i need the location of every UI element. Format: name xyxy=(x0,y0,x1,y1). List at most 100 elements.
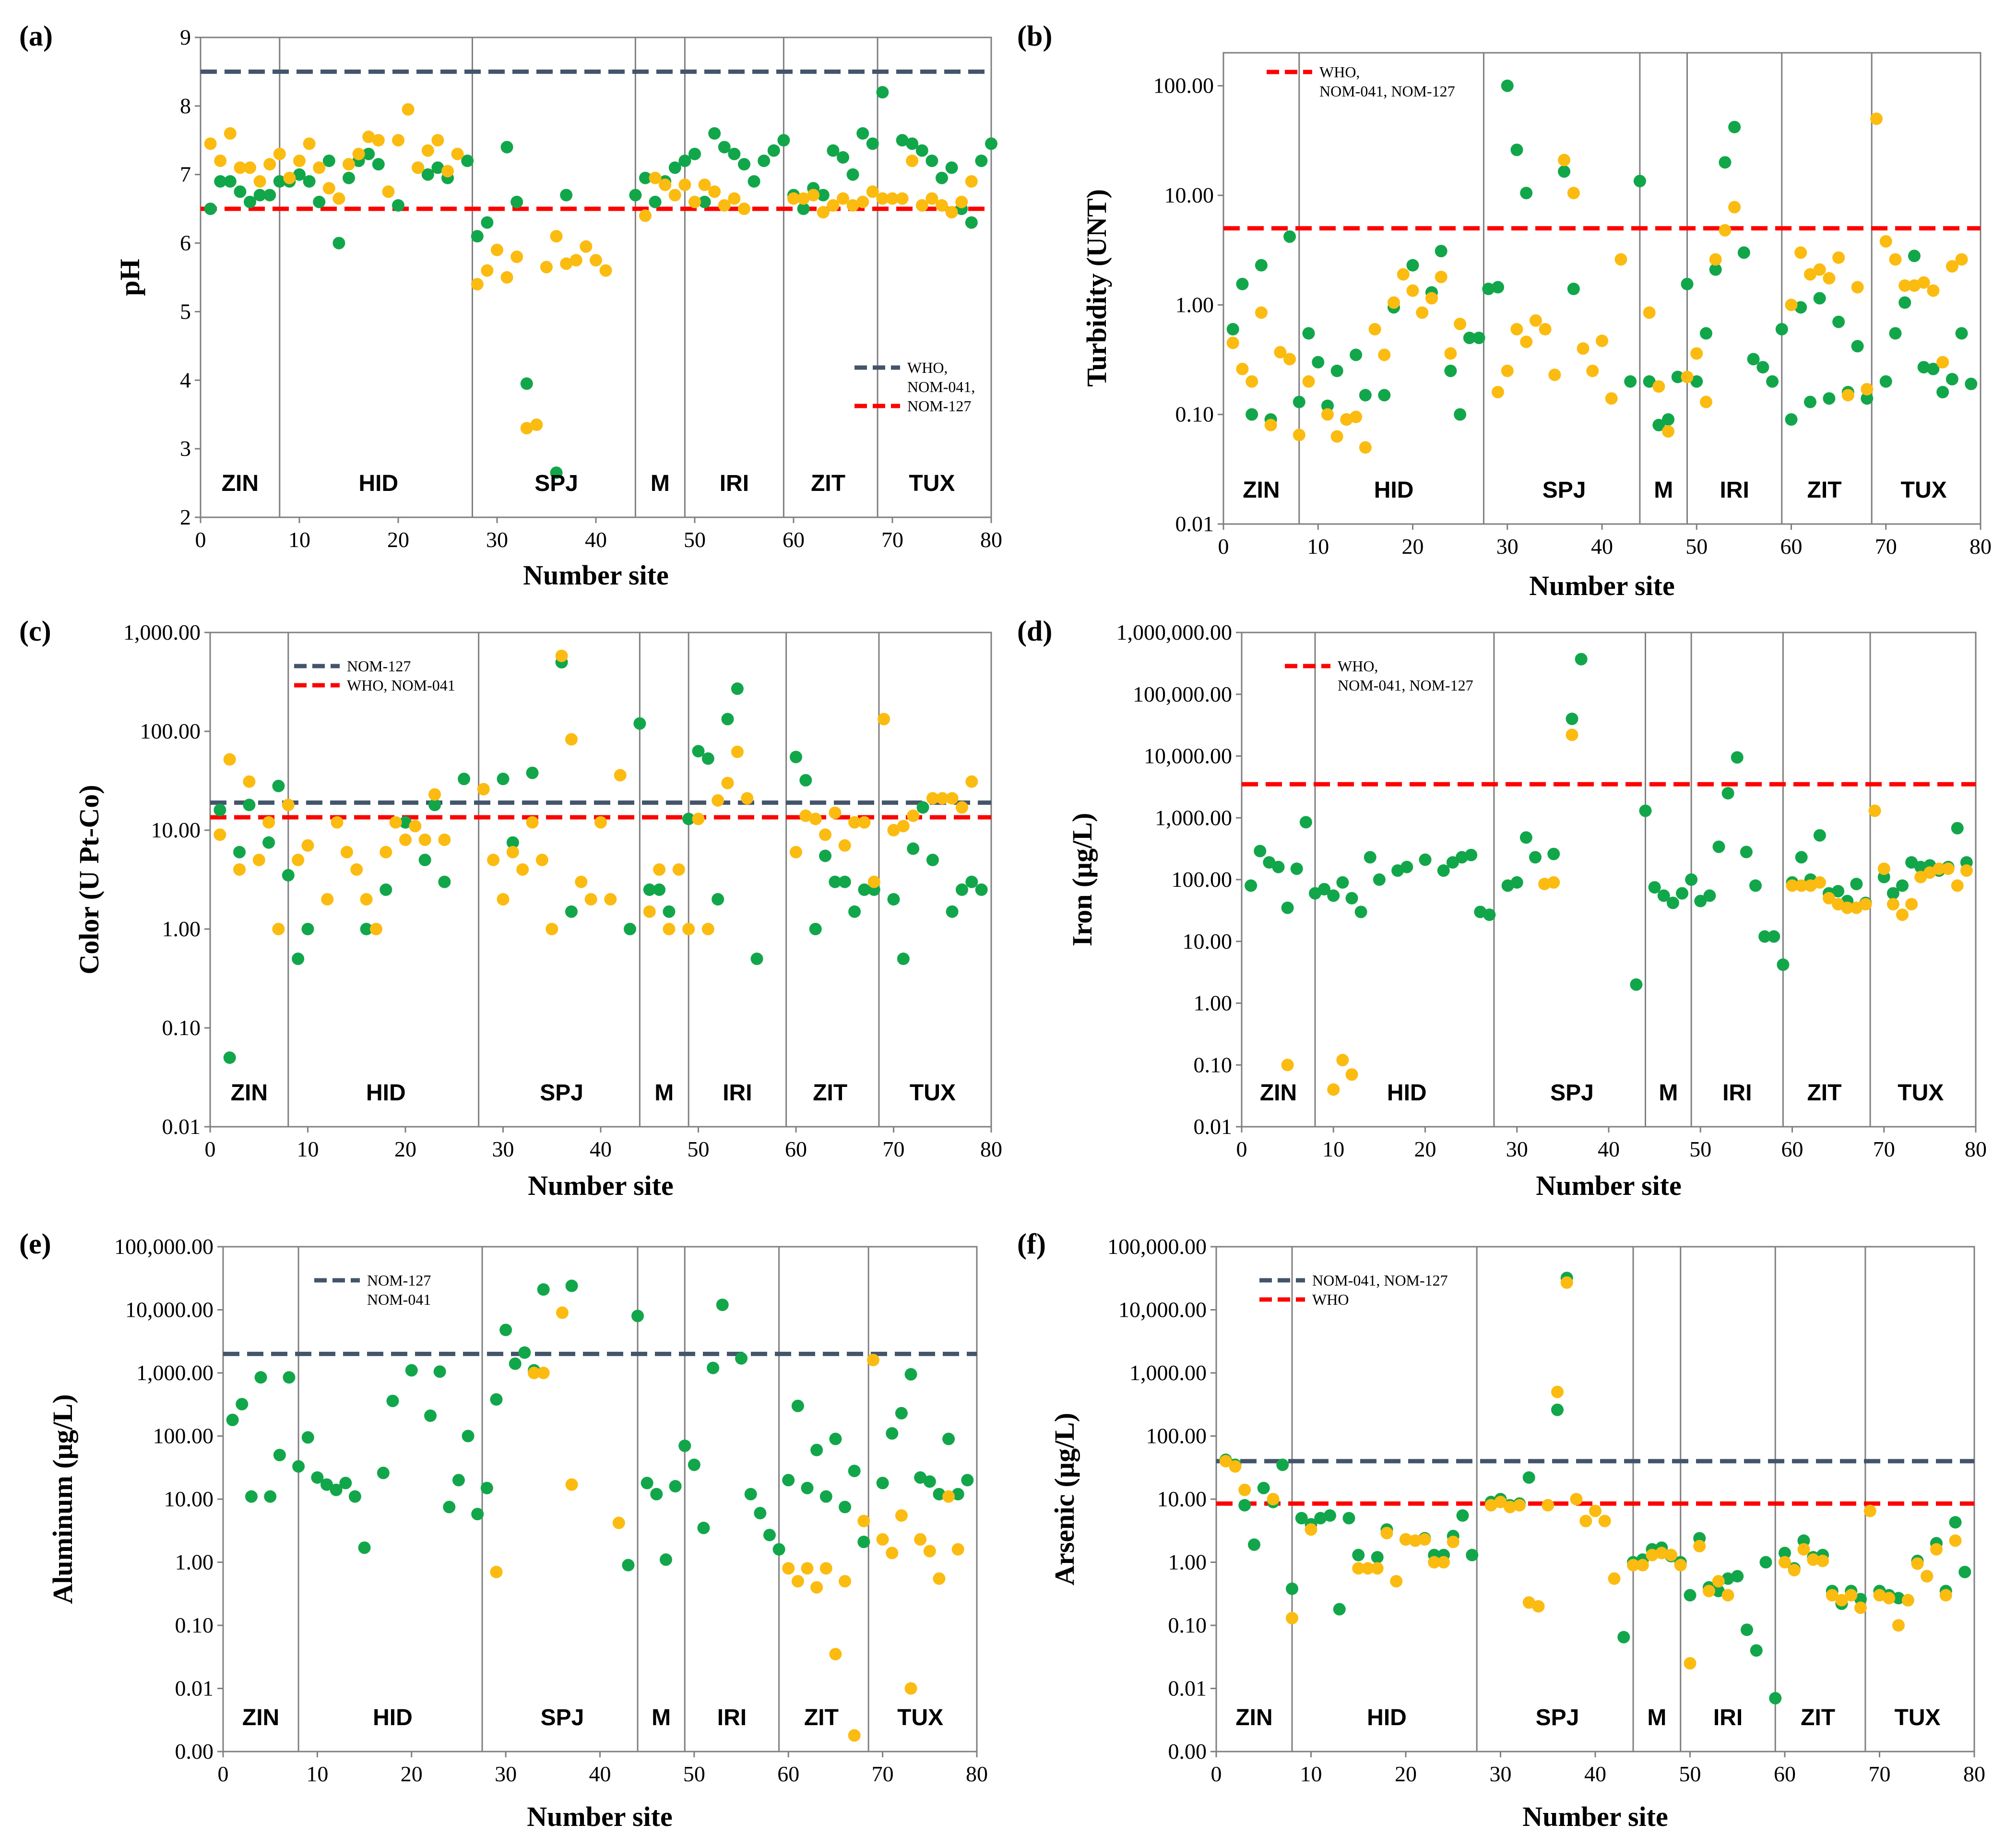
data-point-yellow xyxy=(1803,268,1816,281)
data-point-green xyxy=(1851,340,1864,353)
data-point-yellow xyxy=(350,863,363,876)
region-label: M xyxy=(652,1705,671,1730)
data-point-green xyxy=(1373,873,1386,886)
y-tick-label: 10.00 xyxy=(1183,929,1233,954)
data-point-yellow xyxy=(1911,1557,1924,1570)
y-tick-label: 5 xyxy=(180,299,191,323)
y-tick-label: 100.00 xyxy=(153,1424,214,1448)
data-point-yellow xyxy=(263,158,276,171)
data-point-green xyxy=(282,869,295,882)
data-point-yellow xyxy=(1699,395,1712,408)
y-tick-label: 0.01 xyxy=(1175,512,1214,536)
data-point-green xyxy=(848,1465,861,1478)
data-point-green xyxy=(747,175,760,188)
data-point-yellow xyxy=(214,828,226,841)
series-green xyxy=(1245,653,1973,991)
x-tick-label: 10 xyxy=(1300,1762,1322,1786)
data-point-yellow xyxy=(1238,1483,1251,1496)
x-tick-label: 60 xyxy=(783,527,805,552)
data-point-green xyxy=(433,1365,446,1378)
data-point-yellow xyxy=(668,189,681,202)
data-point-green xyxy=(438,875,451,888)
data-point-green xyxy=(1797,1534,1810,1547)
data-point-yellow xyxy=(1321,408,1334,421)
y-tick-label: 100.00 xyxy=(1146,1424,1207,1448)
x-tick-label: 50 xyxy=(1685,534,1708,559)
y-axis-title: Color (U Pt-Co) xyxy=(73,785,105,974)
data-point-green xyxy=(360,923,373,935)
data-point-yellow xyxy=(1539,323,1552,336)
data-point-green xyxy=(1522,1471,1535,1484)
x-tick-label: 80 xyxy=(1969,534,1992,559)
data-point-green xyxy=(311,1471,324,1484)
data-point-green xyxy=(480,1481,493,1494)
x-tick-label: 20 xyxy=(387,527,409,552)
data-point-yellow xyxy=(301,839,314,852)
data-point-green xyxy=(1955,327,1968,340)
data-point-yellow xyxy=(1380,1526,1393,1539)
data-point-yellow xyxy=(1390,1575,1403,1588)
data-point-green xyxy=(837,151,849,164)
data-point-green xyxy=(1676,887,1688,900)
data-point-yellow xyxy=(906,155,919,167)
data-point-green xyxy=(1226,323,1239,336)
y-tick-label: 1,000.00 xyxy=(1129,1360,1207,1385)
data-point-yellow xyxy=(1293,429,1305,441)
x-tick-label: 60 xyxy=(777,1762,799,1786)
x-tick-label: 60 xyxy=(1781,1137,1803,1161)
data-point-yellow xyxy=(1939,1589,1952,1602)
data-point-green xyxy=(1575,653,1588,666)
data-point-green xyxy=(1657,889,1670,902)
legend-label: WHO, xyxy=(1319,63,1360,81)
data-point-green xyxy=(244,195,256,208)
x-tick-label: 50 xyxy=(688,1137,710,1161)
data-point-yellow xyxy=(867,875,880,888)
y-tick-label: 10.00 xyxy=(1164,183,1214,207)
x-tick-label: 20 xyxy=(1414,1137,1436,1161)
data-point-yellow xyxy=(1896,908,1909,921)
data-point-yellow xyxy=(819,1562,832,1575)
x-tick-label: 30 xyxy=(492,1137,514,1161)
data-point-green xyxy=(933,1488,946,1501)
data-point-green xyxy=(1666,896,1679,909)
data-point-green xyxy=(303,175,316,188)
data-point-yellow xyxy=(858,816,871,829)
data-point-green xyxy=(961,1474,974,1487)
data-point-yellow xyxy=(1236,362,1249,375)
data-point-green xyxy=(1737,246,1750,259)
data-point-yellow xyxy=(1246,375,1258,388)
data-point-yellow xyxy=(590,254,602,267)
data-point-yellow xyxy=(1336,1054,1349,1067)
x-tick-label: 60 xyxy=(1780,534,1803,559)
data-point-green xyxy=(801,1481,814,1494)
data-point-green xyxy=(1777,958,1790,971)
data-point-green xyxy=(1519,831,1532,844)
data-point-green xyxy=(678,1439,691,1452)
data-point-yellow xyxy=(293,155,306,167)
y-tick-label: 10,000.00 xyxy=(1118,1298,1207,1322)
region-label: ZIN xyxy=(1235,1705,1272,1730)
data-point-green xyxy=(405,1364,418,1377)
data-point-yellow xyxy=(500,271,513,284)
y-tick-label: 1,000.00 xyxy=(123,620,201,644)
legend-label: NOM-127 xyxy=(907,397,971,415)
y-tick-label: 0.01 xyxy=(175,1676,214,1701)
data-point-yellow xyxy=(1877,862,1890,875)
data-point-yellow xyxy=(1368,323,1381,336)
data-point-green xyxy=(254,1371,267,1384)
x-tick-label: 0 xyxy=(205,1137,216,1161)
x-tick-label: 70 xyxy=(881,527,903,552)
data-point-yellow xyxy=(530,418,543,431)
data-point-green xyxy=(1648,881,1661,894)
data-point-green xyxy=(481,216,494,229)
data-point-green xyxy=(1965,378,1978,391)
data-point-yellow xyxy=(510,250,523,263)
data-point-green xyxy=(262,836,275,849)
data-point-green xyxy=(1756,361,1769,374)
data-point-green xyxy=(526,766,539,779)
data-point-green xyxy=(1238,1499,1251,1512)
data-point-green xyxy=(777,134,790,147)
data-point-yellow xyxy=(556,1306,569,1319)
data-point-green xyxy=(424,1409,437,1422)
data-point-yellow xyxy=(1951,879,1964,892)
